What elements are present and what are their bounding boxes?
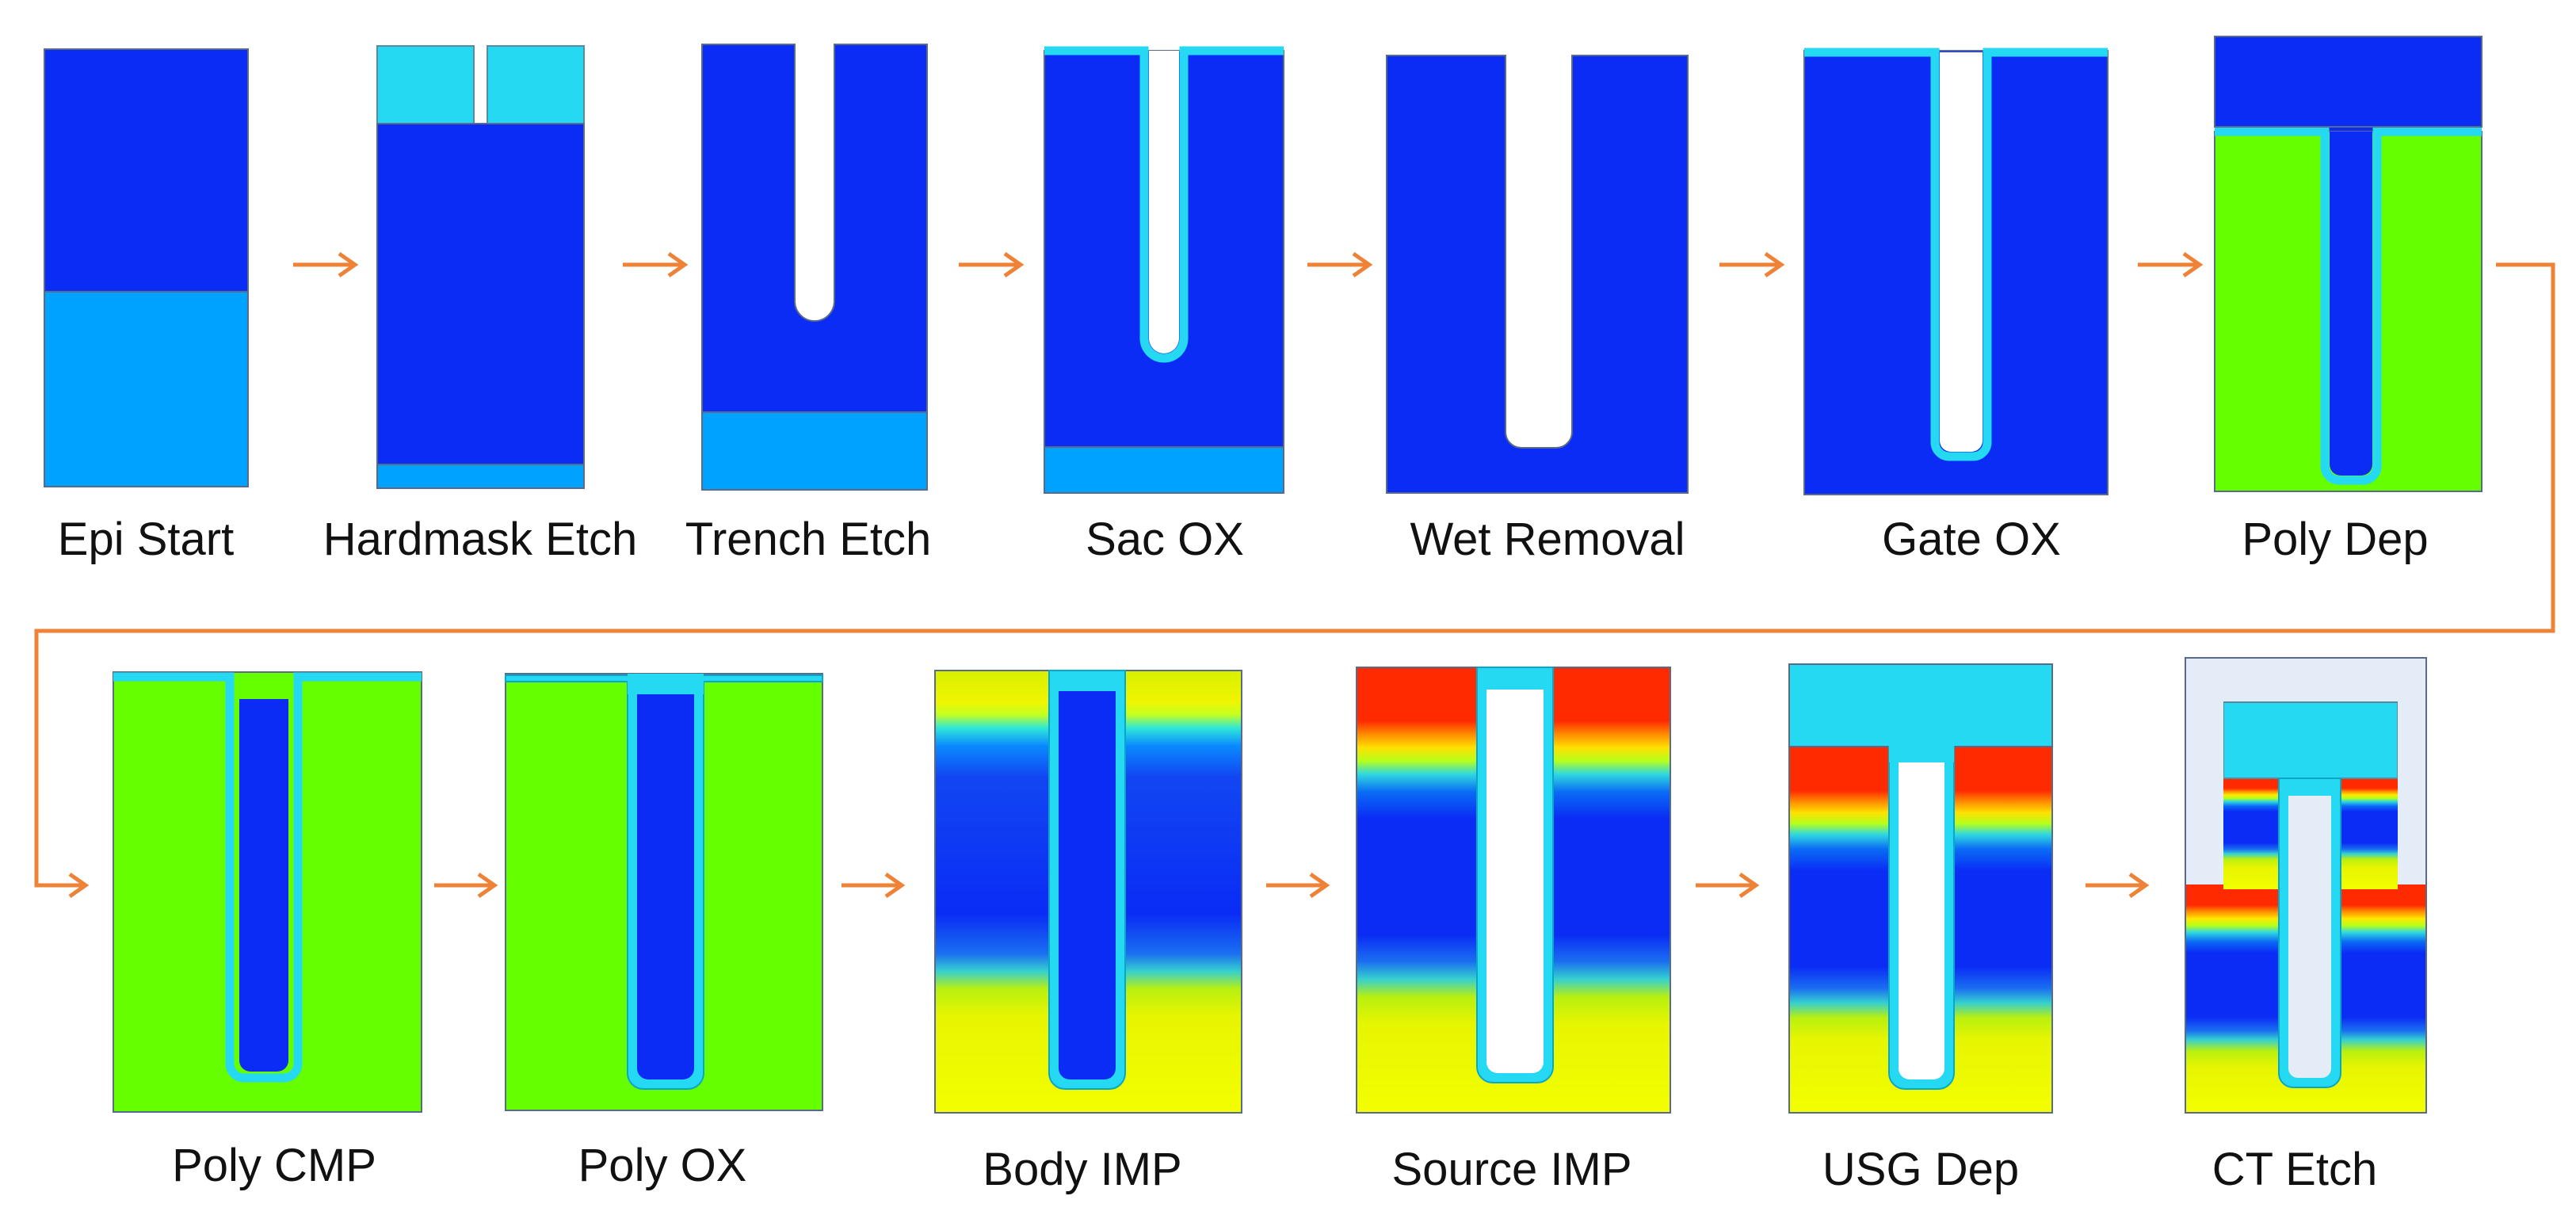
hardmask-left (376, 45, 475, 124)
step-label-poly-dep: Poly Dep (2242, 514, 2428, 565)
trench-void (2288, 796, 2331, 1078)
arrow-right-icon (1696, 872, 1760, 899)
usg-layer (1788, 663, 2053, 747)
poly-overburden (2214, 36, 2483, 128)
poly-fill (239, 699, 288, 1072)
step-label-sac-ox: Sac OX (1086, 514, 1244, 565)
hardmask-right (487, 45, 585, 124)
substrate-layer (701, 411, 928, 491)
contact-opening-left (2185, 658, 2223, 885)
step-source-imp: Source IMP (1356, 667, 1671, 1195)
step-label-hardmask-etch: Hardmask Etch (323, 514, 637, 565)
step-sac-ox: Sac OX (1044, 46, 1284, 565)
step-label-trench-etch: Trench Etch (685, 514, 932, 565)
arrow-right-icon (293, 251, 359, 278)
arrows-row-2 (434, 872, 2150, 899)
usg-plug (1889, 745, 1954, 762)
trench-void (1940, 52, 1983, 452)
arrow-right-icon (1307, 251, 1373, 278)
step-body-imp: Body IMP (934, 670, 1242, 1195)
step-poly-ox: Poly OX (505, 673, 823, 1191)
arrow-right-icon (1266, 872, 1330, 899)
contact-opening-right (2398, 658, 2426, 885)
step-label-epi-start: Epi Start (58, 514, 234, 565)
step-label-usg-dep: USG Dep (1822, 1144, 2019, 1195)
arrow-right-icon (959, 251, 1025, 278)
gate-oxide (113, 672, 422, 1083)
step-poly-cmp: Poly CMP (113, 671, 422, 1191)
arrow-right-icon (841, 872, 906, 899)
arrow-right-icon (2086, 872, 2150, 899)
step-epi-start: Epi Start (44, 48, 249, 565)
poly-fill (1059, 691, 1116, 1079)
arrow-right-icon (434, 872, 498, 899)
trench-void (1486, 690, 1544, 1073)
epi-with-trench (701, 44, 928, 413)
step-poly-dep: Poly Dep (2214, 36, 2483, 565)
step-ct-etch: CT Etch (2185, 657, 2427, 1195)
step-label-poly-cmp: Poly CMP (172, 1140, 376, 1191)
arrow-right-icon (1719, 251, 1785, 278)
step-trench-etch: Trench Etch (685, 44, 932, 565)
wrap-connector-arrow (34, 262, 2555, 899)
step-label-source-imp: Source IMP (1392, 1144, 1632, 1195)
poly-fill (637, 694, 694, 1079)
arrow-right-icon (2138, 251, 2204, 278)
step-label-wet-removal: Wet Removal (1410, 514, 1685, 565)
ct-outline (2185, 657, 2427, 1114)
step-hardmask-etch: Hardmask Etch (323, 45, 637, 565)
step-label-gate-ox: Gate OX (1882, 514, 2061, 565)
trench-void (1899, 762, 1944, 1079)
arrow-right-icon (623, 251, 689, 278)
gate-oxide (2215, 127, 2482, 485)
epi-layer (44, 48, 249, 292)
epi-with-trench (1386, 55, 1689, 494)
poly-oxide-cap (628, 674, 704, 694)
usg-cap (2223, 701, 2399, 779)
step-wet-removal: Wet Removal (1386, 55, 1689, 565)
substrate-layer (1044, 446, 1284, 494)
trench-void (1149, 51, 1179, 353)
sacrificial-oxide (1044, 46, 1284, 363)
step-usg-dep: USG Dep (1788, 663, 2053, 1195)
gate-oxide (1804, 48, 2108, 461)
arrows-row-1 (293, 251, 2204, 278)
step-label-ct-etch: CT Etch (2212, 1144, 2377, 1195)
substrate-layer (44, 291, 249, 487)
step-label-poly-ox: Poly OX (578, 1140, 747, 1191)
epi-layer (376, 123, 585, 465)
step-label-body-imp: Body IMP (983, 1144, 1181, 1195)
step-gate-ox: Gate OX (1803, 48, 2109, 565)
substrate-layer (376, 464, 585, 489)
poly-fill (2330, 132, 2372, 476)
